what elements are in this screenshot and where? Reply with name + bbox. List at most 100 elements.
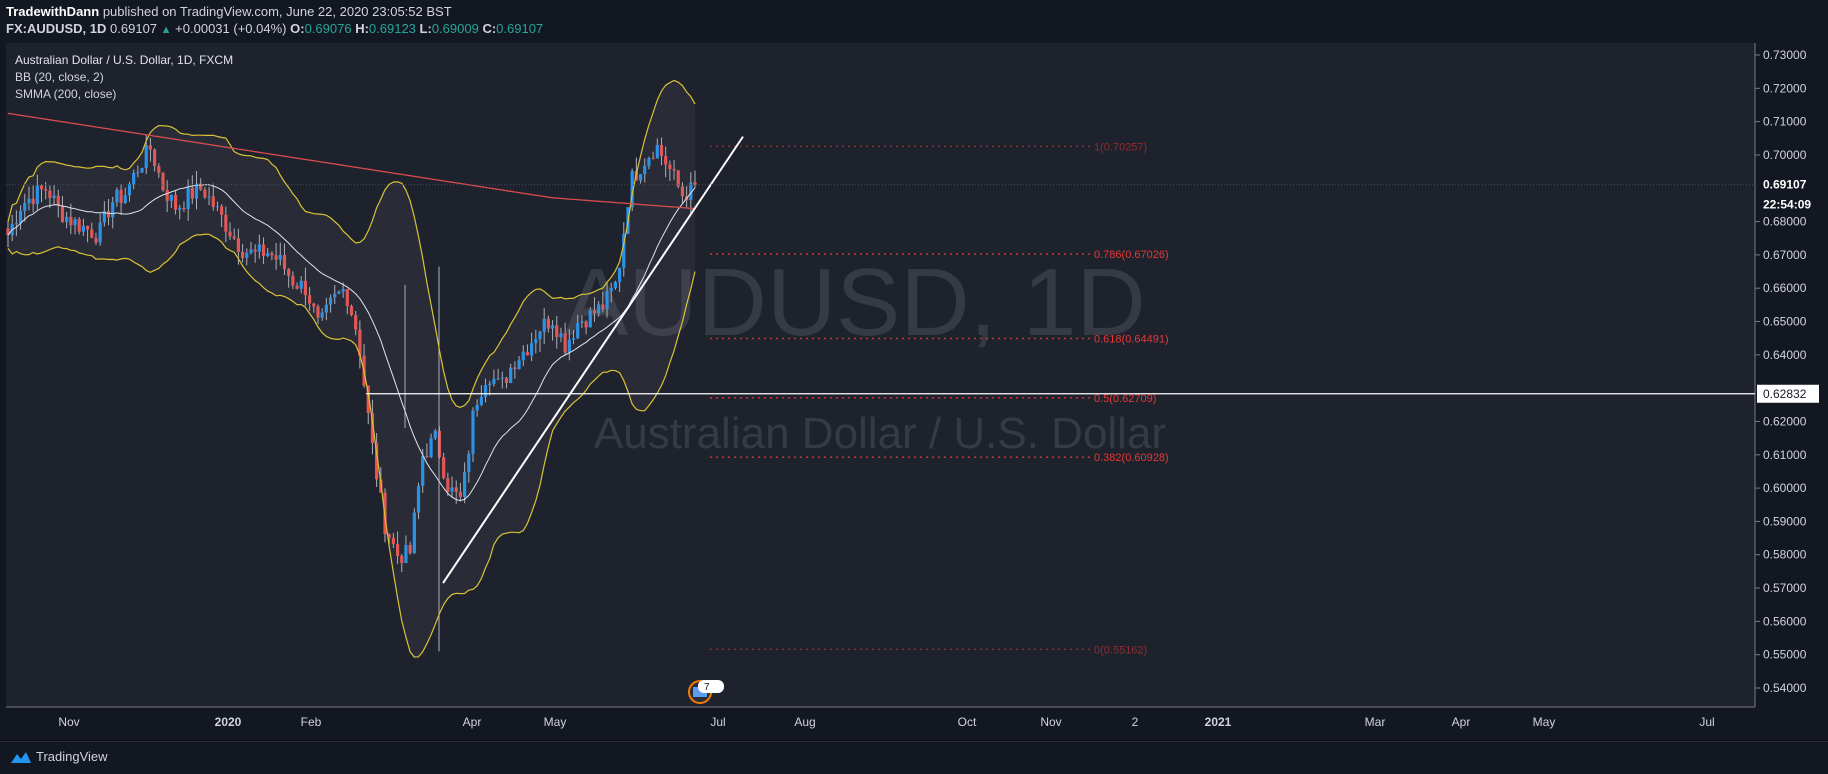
candle-body — [169, 194, 173, 201]
candle-body — [282, 254, 287, 270]
symbol-label: FX:AUDUSD, 1D — [6, 21, 107, 36]
fib-label: 1(0.70257) — [1094, 141, 1147, 153]
fib-level-1: 0.786(0.67026) — [710, 249, 1169, 261]
candle-body — [240, 251, 245, 258]
price-tick-label: 0.56000 — [1763, 614, 1807, 628]
last-price: 0.69107 — [110, 21, 158, 36]
candle-body — [375, 443, 379, 480]
candle-body — [316, 306, 320, 318]
candle-body — [132, 172, 136, 185]
last-price-label: 0.69107 — [1763, 178, 1807, 192]
time-axis: Nov 2020 Feb Apr May Jul Aug Oct Nov 2 2021 Mar Apr M… — [58, 715, 1714, 729]
time-label: Aug — [794, 715, 815, 729]
plot-area — [6, 43, 1755, 707]
candle-body — [555, 325, 559, 338]
candle-body — [425, 456, 429, 458]
price-tick-label: 0.68000 — [1763, 215, 1807, 229]
candle-body — [303, 280, 308, 296]
candle-body — [186, 187, 190, 210]
candle-body — [106, 211, 111, 218]
candle-body — [513, 367, 517, 370]
candle-body — [567, 339, 571, 353]
candle-body — [391, 537, 395, 545]
candle-body — [27, 198, 31, 204]
price-tick-label: 0.62000 — [1763, 414, 1807, 428]
candle-body — [266, 253, 270, 257]
candle-body — [299, 280, 303, 289]
up-triangle-icon: ▲ — [160, 24, 172, 36]
candle-body — [31, 198, 35, 204]
candle-body — [98, 222, 102, 243]
candle-body — [651, 158, 655, 160]
candle-body — [102, 211, 106, 223]
candle-body — [77, 219, 81, 232]
candle-body — [354, 315, 358, 330]
candle-body — [442, 457, 446, 479]
smma-line — [7, 112, 696, 210]
candle-body — [571, 338, 576, 340]
fib-label: 0.618(0.64491) — [1094, 333, 1169, 345]
candle-body — [647, 158, 651, 166]
candle-body — [387, 534, 391, 538]
candle-body — [672, 169, 676, 171]
legend-smma[interactable]: SMMA (200, close) — [15, 87, 117, 101]
candle-body — [676, 170, 680, 187]
time-label: 2 — [1132, 715, 1139, 729]
candle-body — [404, 544, 408, 563]
time-label: Jul — [1699, 715, 1714, 729]
time-label: Apr — [1452, 715, 1471, 729]
candle-body — [467, 453, 471, 473]
price-tick-label: 0.67000 — [1763, 248, 1807, 262]
candle-body — [542, 318, 546, 332]
legend-bb[interactable]: BB (20, close, 2) — [15, 70, 104, 84]
candle-body — [521, 351, 525, 361]
candle-body — [341, 289, 345, 292]
candle-body — [680, 186, 685, 197]
last-price-tag — [1756, 175, 1822, 212]
candle-body — [190, 187, 194, 199]
candle-body — [550, 325, 555, 329]
candle-body — [630, 170, 634, 208]
price-tick-label: 0.66000 — [1763, 281, 1807, 295]
candle-body — [504, 377, 509, 384]
fib-label: 0(0.55162) — [1094, 644, 1147, 656]
candle-body — [324, 304, 328, 313]
high-value: 0.69123 — [368, 21, 416, 36]
candle-body — [597, 304, 601, 314]
candle-body — [458, 491, 463, 497]
candle-body — [668, 164, 672, 170]
low-label: L: — [419, 21, 432, 36]
candle-body — [136, 172, 140, 174]
fib-level-2: 0.618(0.64491) — [710, 333, 1169, 345]
tradingview-brand[interactable]: TradingView — [10, 749, 108, 764]
fib-level-5: 0(0.55162) — [710, 644, 1147, 656]
candle-body — [35, 185, 39, 204]
chart-header: TradewithDann published on TradingView.c… — [0, 0, 1828, 40]
price-tick-label: 0.61000 — [1763, 448, 1807, 462]
candle-body — [530, 343, 534, 356]
candle-body — [173, 194, 178, 210]
time-label: 2020 — [215, 715, 242, 729]
candle-body — [400, 555, 404, 563]
high-label: H: — [355, 21, 369, 36]
candle-body — [165, 189, 169, 201]
fib-level-3: 0.5(0.62709) — [710, 393, 1156, 405]
candle-body — [337, 291, 341, 294]
candle-body — [111, 202, 115, 218]
candle-body — [157, 166, 161, 173]
candle-body — [220, 206, 224, 215]
candle-body — [115, 189, 119, 203]
low-value: 0.69009 — [431, 21, 479, 36]
candle-body — [617, 267, 622, 283]
candle-body — [148, 145, 153, 150]
author-name[interactable]: TradewithDann — [6, 4, 100, 19]
candle-body — [328, 297, 333, 305]
fib-label: 0.5(0.62709) — [1094, 393, 1156, 405]
candle-body — [44, 189, 48, 191]
publish-info: published on TradingView.com, June 22, 2… — [102, 4, 452, 19]
candle-body — [203, 189, 207, 198]
candle-body — [228, 231, 232, 237]
candle-body — [211, 196, 215, 207]
candle-body — [584, 321, 588, 328]
